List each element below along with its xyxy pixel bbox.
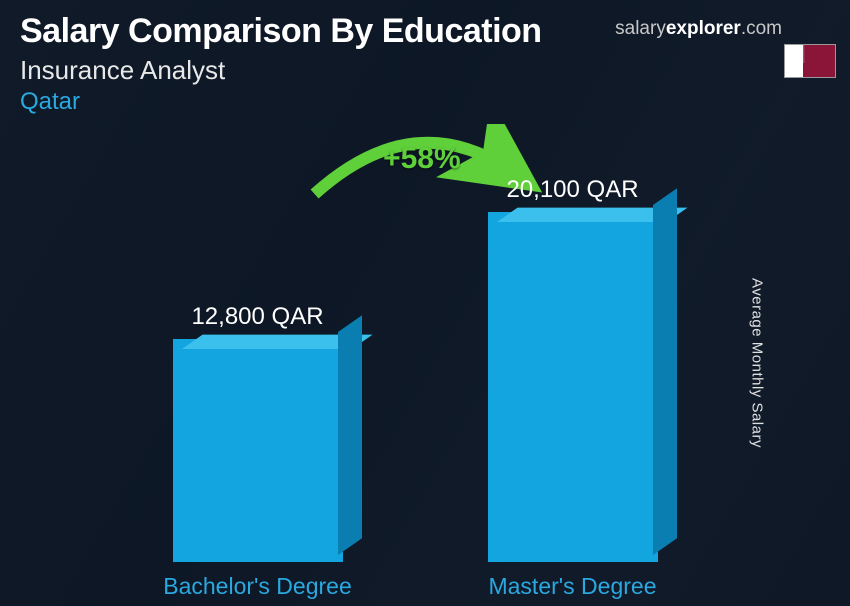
bar-value-label: 20,100 QAR — [506, 176, 638, 204]
bar-slot: 12,800 QAR — [148, 160, 368, 562]
chart-country: Qatar — [20, 88, 830, 116]
x-axis-label: Bachelor's Degree — [148, 573, 368, 600]
brand-suffix: .com — [741, 18, 782, 39]
bar-3d — [488, 212, 658, 562]
bar-container: 12,800 QAR 20,100 QAR — [100, 160, 730, 562]
y-axis-label: Average Monthly Salary — [749, 278, 766, 448]
chart-subtitle: Insurance Analyst — [20, 55, 830, 86]
x-axis-label: Master's Degree — [463, 573, 683, 600]
bar-value-label: 12,800 QAR — [191, 303, 323, 331]
x-axis-labels: Bachelor's Degree Master's Degree — [100, 573, 730, 600]
qatar-flag-icon — [784, 44, 836, 78]
bar-3d — [173, 339, 343, 562]
bar-slot: 20,100 QAR — [463, 160, 683, 562]
brand-prefix: salary — [615, 18, 666, 39]
brand-logo-text: salaryexplorer.com — [615, 18, 782, 40]
brand-main: explorer — [666, 18, 741, 39]
chart-area: Average Monthly Salary +58% 12,800 QAR20… — [0, 120, 850, 606]
